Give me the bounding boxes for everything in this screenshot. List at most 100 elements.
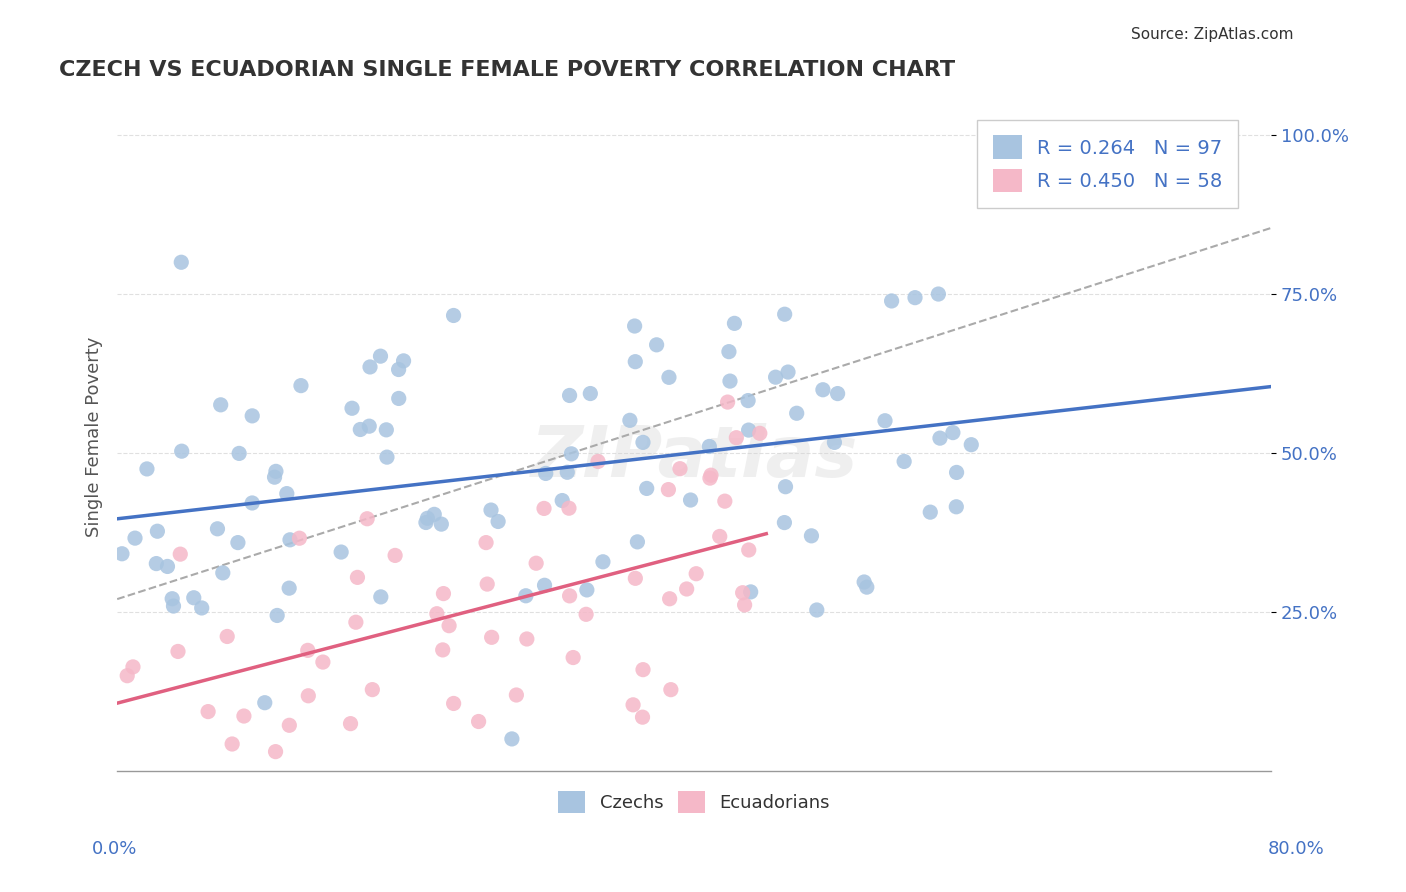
Point — [111, 547, 134, 561]
Point — [623, 318, 645, 333]
Point — [685, 566, 707, 581]
Point — [945, 466, 967, 480]
Point — [266, 608, 288, 623]
Point — [893, 454, 915, 468]
Point — [169, 547, 191, 561]
Point — [278, 533, 301, 547]
Point — [170, 255, 193, 269]
Point — [388, 392, 411, 406]
Point — [775, 480, 797, 494]
Text: 0.0%: 0.0% — [91, 840, 136, 858]
Point — [811, 383, 834, 397]
Point — [375, 450, 398, 464]
Point — [586, 454, 609, 468]
Point — [776, 365, 799, 379]
Point — [823, 435, 845, 450]
Point — [264, 745, 287, 759]
Point — [160, 591, 183, 606]
Point — [416, 511, 439, 525]
Point — [575, 582, 598, 597]
Point — [679, 493, 702, 508]
Point — [718, 374, 741, 388]
Point — [558, 388, 581, 402]
Point — [388, 362, 411, 376]
Point — [190, 601, 212, 615]
Point — [486, 515, 509, 529]
Point — [592, 555, 614, 569]
Point — [340, 401, 363, 416]
Point — [240, 409, 263, 423]
Point — [501, 731, 523, 746]
Point — [699, 440, 721, 454]
Point — [162, 599, 184, 613]
Point — [717, 344, 740, 359]
Point — [146, 524, 169, 539]
Point — [725, 431, 748, 445]
Point — [562, 650, 585, 665]
Point — [723, 317, 745, 331]
Point — [124, 531, 146, 545]
Point — [479, 503, 502, 517]
Point — [717, 395, 740, 409]
Point — [432, 586, 454, 600]
Point — [920, 505, 942, 519]
Point — [699, 471, 721, 485]
Point — [505, 688, 527, 702]
Point — [290, 378, 312, 392]
Point — [619, 413, 641, 427]
Point — [475, 535, 498, 549]
Point — [624, 354, 647, 368]
Point — [276, 486, 298, 500]
Point — [533, 578, 555, 592]
Point — [221, 737, 243, 751]
Point — [426, 607, 449, 621]
Point — [800, 529, 823, 543]
Point — [575, 607, 598, 622]
Point — [170, 444, 193, 458]
Point — [226, 535, 249, 549]
Point — [392, 354, 415, 368]
Point — [534, 467, 557, 481]
Point — [437, 618, 460, 632]
Point — [264, 464, 287, 478]
Point — [375, 423, 398, 437]
Point — [288, 531, 311, 545]
Point — [330, 545, 353, 559]
Point — [533, 501, 555, 516]
Point — [659, 682, 682, 697]
Point — [669, 461, 692, 475]
Point — [731, 585, 754, 599]
Point — [477, 577, 499, 591]
Point — [516, 632, 538, 646]
Point — [443, 309, 465, 323]
Point — [765, 370, 787, 384]
Point — [626, 534, 648, 549]
Point — [786, 406, 808, 420]
Point — [714, 494, 737, 508]
Point — [356, 512, 378, 526]
Point — [339, 716, 361, 731]
Point — [873, 414, 896, 428]
Point — [675, 582, 697, 596]
Point — [853, 574, 876, 589]
Point — [827, 386, 849, 401]
Point — [263, 470, 285, 484]
Point — [240, 496, 263, 510]
Point — [278, 718, 301, 732]
Point — [384, 549, 406, 563]
Point — [481, 630, 503, 644]
Point — [700, 468, 723, 483]
Point — [515, 589, 537, 603]
Point — [734, 598, 756, 612]
Point — [361, 682, 384, 697]
Point — [631, 663, 654, 677]
Point — [631, 710, 654, 724]
Point — [145, 557, 167, 571]
Point — [430, 517, 453, 532]
Point — [773, 307, 796, 321]
Point — [740, 585, 762, 599]
Point — [658, 370, 681, 384]
Point — [927, 287, 949, 301]
Point — [658, 591, 681, 606]
Point — [737, 393, 759, 408]
